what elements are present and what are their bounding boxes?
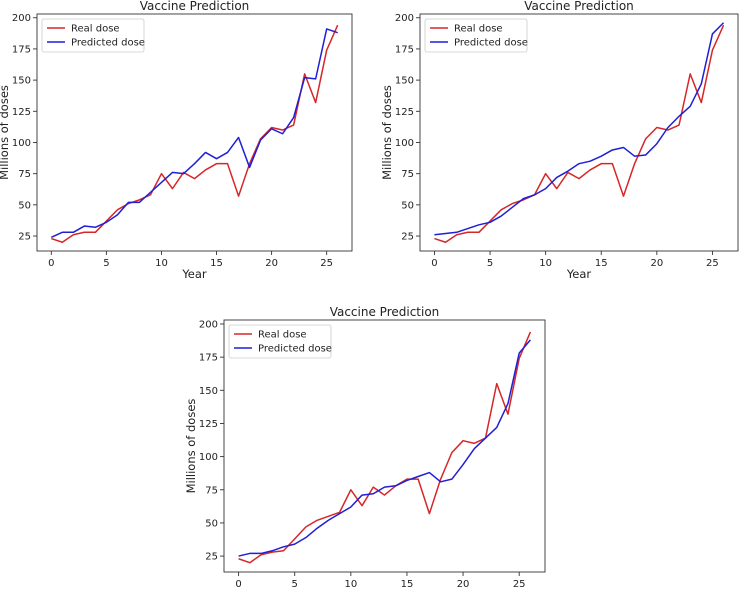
legend-label: Predicted dose <box>71 38 145 49</box>
y-tick-label: 100 <box>12 138 31 149</box>
x-tick-label: 10 <box>155 258 168 269</box>
legend-label: Real dose <box>258 330 307 341</box>
legend: Real dose Predicted dose <box>424 18 528 53</box>
y-tick-label: 75 <box>205 485 218 496</box>
chart-1: Vaccine Prediction 0 5 10 15 20 25 25 50 75 100 125… <box>0 0 353 281</box>
x-tick-label: 20 <box>650 258 663 269</box>
y-tick-label: 175 <box>12 44 31 55</box>
x-tick-label: 25 <box>320 258 333 269</box>
series-line-real-dose <box>51 24 339 244</box>
y-tick-label: 50 <box>18 200 31 211</box>
x-tick-label: 25 <box>706 258 719 269</box>
y-tick-label: 175 <box>395 44 414 55</box>
x-tick-label: 5 <box>292 579 298 587</box>
legend-box <box>41 18 145 53</box>
x-tick-label: 0 <box>431 258 437 269</box>
plot-frame <box>223 319 546 573</box>
y-tick-label: 100 <box>395 138 414 149</box>
chart-title: Vaccine Prediction <box>140 0 250 13</box>
y-tick-label: 200 <box>12 13 31 24</box>
x-tick-label: 20 <box>265 258 278 269</box>
legend-label: Predicted dose <box>258 344 332 355</box>
y-tick-label: 50 <box>401 200 414 211</box>
chart-title: Vaccine Prediction <box>330 305 440 319</box>
x-tick-label: 20 <box>457 579 470 587</box>
y-tick-label: 125 <box>395 107 414 118</box>
y-tick-label: 50 <box>205 518 218 529</box>
legend-box <box>228 324 332 359</box>
series-line-real-dose <box>434 24 725 244</box>
x-tick-label: 15 <box>595 258 608 269</box>
plot-frame <box>36 13 353 252</box>
y-tick-label: 150 <box>12 76 31 87</box>
y-tick-label: 125 <box>12 107 31 118</box>
y-tick-label: 75 <box>401 169 414 180</box>
y-tick-label: 25 <box>18 232 31 243</box>
y-tick-label: 175 <box>199 353 218 364</box>
series-line-predicted-dose <box>51 28 338 238</box>
y-tick-label: 200 <box>395 13 414 24</box>
y-axis-label: Millions of doses <box>0 85 11 180</box>
y-tick-label: 75 <box>18 169 31 180</box>
y-tick-label: 125 <box>199 419 218 430</box>
legend: Real dose Predicted dose <box>228 324 332 359</box>
y-tick-label: 200 <box>199 319 218 330</box>
y-tick-label: 150 <box>395 76 414 87</box>
x-tick-label: 0 <box>48 258 54 269</box>
series-line-real-dose <box>238 331 532 564</box>
legend-label: Predicted dose <box>454 38 528 49</box>
x-tick-label: 10 <box>539 258 552 269</box>
y-axis-label: Millions of doses <box>380 85 394 180</box>
y-tick-label: 150 <box>199 386 218 397</box>
series-line-predicted-dose <box>434 22 725 236</box>
x-tick-label: 25 <box>513 579 526 587</box>
x-tick-label: 10 <box>344 579 357 587</box>
y-axis-label: Millions of doses <box>184 399 198 494</box>
plot-frame <box>419 13 739 252</box>
x-axis-label: Year <box>181 267 207 281</box>
x-axis-label: Year <box>566 267 592 281</box>
legend-label: Real dose <box>454 24 503 35</box>
y-tick-label: 25 <box>205 552 218 563</box>
x-tick-label: 0 <box>235 579 241 587</box>
chart-2: Vaccine Prediction 0 5 10 15 20 25 25 50 75 100 125… <box>380 0 739 281</box>
series-line-predicted-dose <box>238 339 531 557</box>
legend: Real dose Predicted dose <box>41 18 145 53</box>
x-tick-label: 15 <box>401 579 414 587</box>
legend-box <box>424 18 528 53</box>
x-tick-label: 15 <box>210 258 223 269</box>
x-tick-label: 5 <box>487 258 493 269</box>
x-tick-label: 5 <box>103 258 109 269</box>
chart-title: Vaccine Prediction <box>524 0 634 13</box>
chart-3: Vaccine Prediction 0 5 10 15 20 25 25 50 75 100 125… <box>184 305 546 591</box>
y-tick-label: 25 <box>401 232 414 243</box>
legend-label: Real dose <box>71 24 120 35</box>
y-tick-label: 100 <box>199 452 218 463</box>
